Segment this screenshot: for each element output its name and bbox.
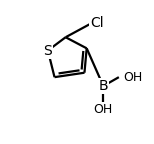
Text: B: B — [99, 79, 108, 93]
Text: OH: OH — [123, 71, 143, 84]
Text: Cl: Cl — [90, 16, 103, 30]
Text: OH: OH — [94, 103, 113, 116]
Text: S: S — [43, 43, 52, 58]
